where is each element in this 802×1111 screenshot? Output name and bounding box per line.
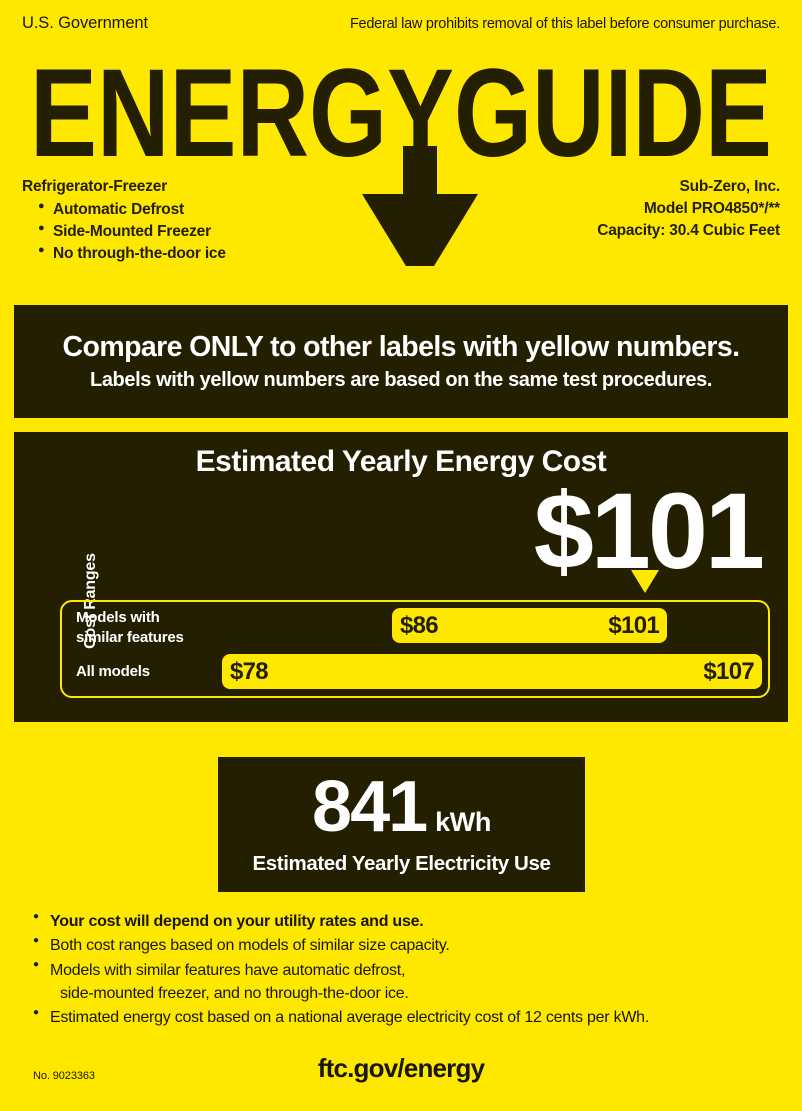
label-number: No. 9023363 — [33, 1070, 95, 1082]
header-row: U.S. Government Federal law prohibits re… — [22, 14, 780, 33]
range-bar-similar-features: $86 $101 — [392, 608, 667, 643]
wordmark-text: ENERGYGUIDE — [30, 46, 772, 183]
range-high-value: $107 — [703, 657, 754, 685]
range-row-similar-features: Models with similar features $86 $101 — [62, 606, 768, 650]
range-row-all-models: All models $78 $107 — [62, 650, 768, 694]
range-low-value: $86 — [400, 611, 439, 639]
yearly-cost-panel: Estimated Yearly Energy Cost $101 Cost R… — [14, 432, 788, 722]
ftc-energy-url[interactable]: ftc.gov/energy — [317, 1053, 485, 1083]
range-label-line2: similar features — [76, 628, 184, 646]
yearly-cost-title: Estimated Yearly Energy Cost — [195, 445, 607, 478]
range-low-value: $78 — [230, 657, 269, 685]
electricity-use-unit: kWh — [435, 806, 491, 837]
footnotes: Your cost will depend on your utility ra… — [33, 909, 782, 1031]
range-label-line1: Models with — [76, 609, 160, 626]
cost-ranges-box: Models with similar features $86 $101 Al… — [60, 600, 770, 698]
range-high-value: $101 — [608, 611, 659, 639]
down-arrow-icon — [362, 146, 478, 266]
compare-subline: Labels with yellow numbers are based on … — [90, 368, 712, 391]
yearly-cost-value: $101 — [533, 470, 765, 591]
footnote-list: Your cost will depend on your utility ra… — [33, 909, 782, 1030]
compare-banner: Compare ONLY to other labels with yellow… — [14, 305, 788, 418]
list-item: Your cost will depend on your utility ra… — [33, 909, 782, 933]
electricity-use-value: 841 — [312, 766, 428, 847]
us-government-label: U.S. Government — [22, 14, 148, 32]
footnote-line-a: Models with similar features have automa… — [50, 961, 406, 979]
range-row-label: All models — [76, 662, 150, 682]
list-item: Models with similar features have automa… — [33, 958, 782, 1006]
footnote-line-b: side-mounted freezer, and no through-the… — [60, 985, 409, 1003]
list-item: Both cost ranges based on models of simi… — [33, 934, 782, 957]
range-label-line1: All models — [76, 663, 150, 680]
electricity-use-value-row: 841 kWh — [312, 766, 491, 847]
cost-marker-triangle-icon — [631, 570, 659, 593]
compare-headline: Compare ONLY to other labels with yellow… — [62, 331, 741, 364]
electricity-use-panel: 841 kWh Estimated Yearly Electricity Use — [218, 757, 585, 892]
range-bar-all-models: $78 $107 — [222, 654, 762, 689]
list-item: Estimated energy cost based on a nationa… — [33, 1006, 782, 1029]
energyguide-wordmark: ENERGYGUIDE — [0, 46, 802, 266]
federal-law-notice: Federal law prohibits removal of this la… — [349, 16, 780, 32]
electricity-use-caption: Estimated Yearly Electricity Use — [252, 852, 551, 876]
range-row-label: Models with similar features — [76, 608, 184, 647]
